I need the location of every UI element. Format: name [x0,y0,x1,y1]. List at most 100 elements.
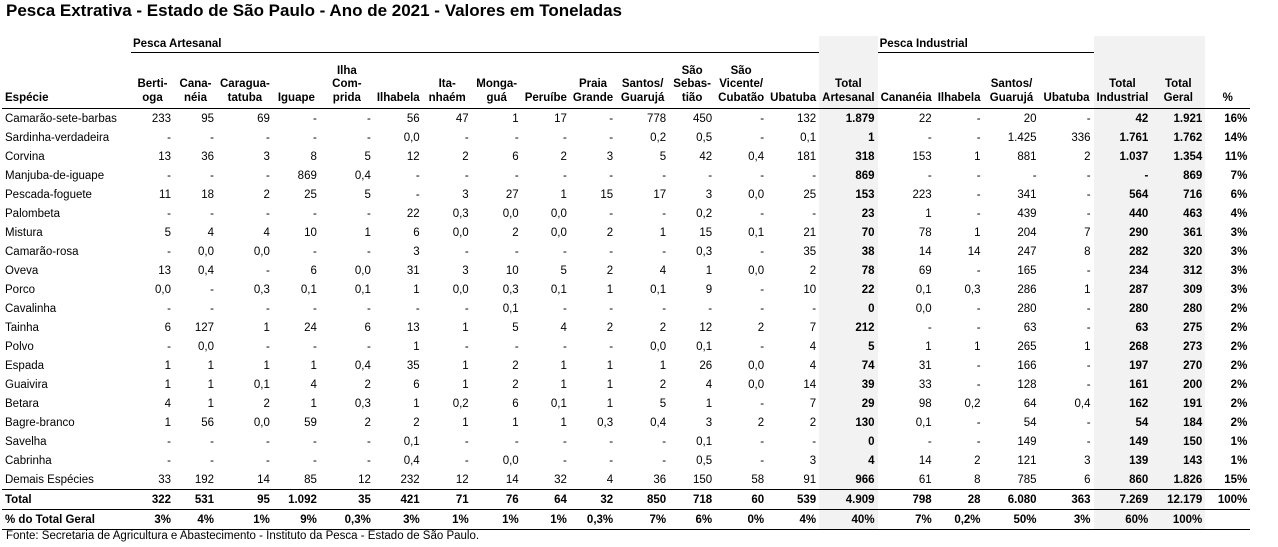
artesanal-value: 0,0 [253,416,270,429]
industrial-value: 63 [1023,321,1037,334]
industrial-value: 1.425 [1007,131,1037,144]
artesanal-value: 0,1 [253,378,270,391]
artesanal-value: 0,2 [696,207,713,220]
source-footnote: Fonte: Secretaria de Agricultura e Abast… [6,530,480,542]
artesanal-value: - [210,283,214,296]
artesanal-value: - [563,131,567,144]
table-row: Camarão-sete-barbas 233 95 69 - - 56 47 1 17 - 778 4… [2,108,1250,128]
artesanal-value: 1 [207,397,214,410]
total-industrial-value: 268 [1093,337,1152,356]
artesanal-value: 2 [606,321,614,334]
artesanal-value: 64 [521,489,570,510]
industrial-value: - [1086,264,1091,277]
header-artesanal-2: Caragua-tatuba [217,52,273,109]
artesanal-value: - [609,169,614,182]
artesanal-value: 2 [606,226,614,239]
industrial-value: - [1086,378,1091,391]
artesanal-value: 6 [413,226,420,239]
artesanal-value: 450 [692,112,713,125]
artesanal-value: 10 [803,283,817,296]
group-header-row: Pesca Artesanal Pesca Industrial [2,36,1250,53]
header-artesanal-9: Praia Grande [569,52,617,109]
page-title: Pesca Extrativa - Estado de São Paulo - … [6,1,623,20]
artesanal-value: 539 [767,489,820,510]
artesanal-value: 85 [304,473,317,486]
industrial-value: - [1032,169,1037,182]
industrial-value: 61 [918,473,932,486]
industrial-value: - [976,302,981,315]
artesanal-value: 59 [304,416,317,429]
industrial-value: - [927,169,932,182]
artesanal-value: 13 [158,150,171,163]
species-name: Manjuba-de-iguape [5,169,105,182]
industrial-value: 2 [974,454,981,467]
industrial-value: 14 [967,245,981,258]
artesanal-value: 2 [560,150,567,163]
artesanal-value: 132 [796,112,817,125]
artesanal-value: 4 [263,226,270,239]
header-artesanal-11: São Sebas-tião [669,52,716,109]
artesanal-value: - [367,131,371,144]
industrial-value: 785 [1017,473,1037,486]
total-industrial-value: 60% [1093,509,1152,530]
total-industrial-value: 1.037 [1093,147,1152,166]
artesanal-value: - [367,340,371,353]
percent-value: 2% [1230,340,1248,353]
artesanal-value: 3 [413,245,420,258]
header-artesanal-10: Santos/Guarujá [616,52,670,109]
artesanal-value: - [662,302,667,315]
artesanal-value: 421 [373,489,423,510]
percent-value: 100% [1205,489,1251,510]
artesanal-value: 0,0 [748,264,765,277]
artesanal-value: - [563,454,567,467]
artesanal-value: 8 [310,150,317,163]
artesanal-value: 0,4 [354,169,371,182]
artesanal-value: 14 [505,473,519,486]
artesanal-value: 1 [164,378,171,391]
industrial-value: 1 [974,226,981,239]
total-geral-value: 275 [1151,318,1206,337]
artesanal-value: 5 [512,321,519,334]
artesanal-value: 778 [646,112,667,125]
artesanal-value: - [415,188,420,201]
total-geral-value: 191 [1151,394,1206,413]
artesanal-value: 233 [151,112,171,125]
artesanal-value: 1 [413,340,420,353]
artesanal-value: - [514,340,519,353]
total-artesanal-value: 23 [819,204,878,223]
total-artesanal-value: 39 [819,375,878,394]
industrial-value: 6.080 [983,489,1040,510]
industrial-value: 223 [912,188,932,201]
table-row: Savelha - - - - -0,1- - - - -0,1- -0- -149-149 150 1% [2,432,1250,451]
artesanal-value: 2 [809,264,817,277]
industrial-value: 247 [1017,245,1037,258]
artesanal-value: 7 [809,321,817,334]
artesanal-value: 4 [809,340,817,353]
percent-total-row: % do Total Geral 3% 4% 1% 9% 0,3% 3% 1% 1% 1% 0,3%… [2,509,1251,530]
industrial-value: 204 [1017,226,1037,239]
industrial-value: 7 [1084,226,1091,239]
artesanal-value: 15 [699,226,713,239]
artesanal-value: - [367,245,371,258]
artesanal-value: - [210,454,214,467]
industrial-value: 881 [1017,150,1037,163]
industrial-value: 0,1 [915,283,932,296]
total-artesanal-value: 4 [819,451,878,470]
species-name: Porco [5,283,36,296]
industrial-value: 0,4 [1074,397,1091,410]
total-geral-value: 100% [1151,509,1206,530]
artesanal-value: 0,4 [198,264,214,277]
artesanal-value: - [313,454,317,467]
species-name: Mistura [5,226,43,239]
artesanal-value: - [266,454,270,467]
artesanal-value: 0,0 [198,340,214,353]
table-row: Betara 4 1 2 1 0,3 1 0,2 6 0,1 1 5 1 - 7 29 98 0,2 64 0,4 16… [2,394,1250,413]
industrial-value: - [976,112,981,125]
artesanal-value: 36 [201,150,214,163]
artesanal-value: 4 [310,378,317,391]
artesanal-value: 36 [653,473,667,486]
artesanal-value: - [812,169,817,182]
artesanal-value: 0,1 [354,283,371,296]
artesanal-value: 0,3 [696,245,713,258]
artesanal-value: 0,2 [452,397,469,410]
